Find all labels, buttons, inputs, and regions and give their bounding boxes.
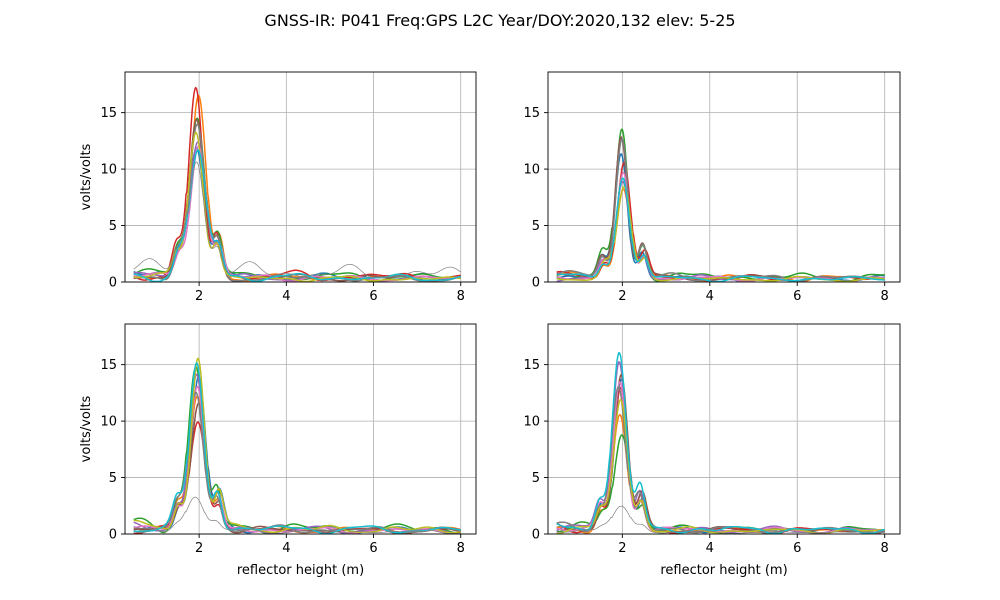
y-tick-label: 10 [523, 163, 540, 178]
subplot-bottom-left: 2 4 6 8 0 5 10 15 volts/volts reflector height (m… [79, 323, 477, 578]
series-line [133, 86, 461, 282]
series-line [556, 386, 885, 534]
series-line [556, 398, 885, 534]
x-tick-label: 4 [706, 289, 714, 304]
x-tick-label: 6 [369, 289, 377, 304]
y-tick-label: 5 [109, 219, 117, 234]
y-tick-label: 10 [100, 415, 117, 430]
x-tick-label: 6 [369, 541, 377, 556]
figure-title: GNSS-IR: P041 Freq:GPS L2C Year/DOY:2020… [264, 11, 735, 30]
y-tick-label: 5 [109, 471, 117, 486]
series-line [133, 117, 461, 282]
axes-frame [124, 71, 477, 283]
series-group [556, 352, 885, 534]
subplot-top-left: 2 4 6 8 0 5 10 15 volts/volts [79, 71, 477, 304]
series-line [556, 378, 885, 534]
series-line [556, 138, 885, 282]
series-line [133, 366, 461, 534]
x-tick-label: 2 [195, 289, 203, 304]
series-line [133, 402, 461, 534]
series-line [556, 413, 885, 534]
y-tick-label: 0 [109, 276, 117, 291]
x-tick-label: 2 [618, 541, 626, 556]
x-tick-label: 6 [793, 289, 801, 304]
x-tick-label: 2 [618, 289, 626, 304]
y-axis-label: volts/volts [79, 395, 94, 462]
y-tick-label: 10 [100, 163, 117, 178]
series-line [556, 177, 885, 282]
y-tick-label: 10 [523, 415, 540, 430]
y-tick-label: 0 [532, 276, 540, 291]
series-line [133, 362, 461, 534]
series-line [556, 185, 885, 282]
series-line [556, 373, 885, 534]
x-tick-label: 4 [282, 289, 290, 304]
series-line [133, 391, 461, 534]
y-tick-label: 5 [532, 219, 540, 234]
series-group [133, 86, 461, 282]
series-group [556, 128, 885, 282]
series-line [133, 373, 461, 534]
axes-frame [547, 71, 901, 283]
y-tick-label: 0 [532, 528, 540, 543]
series-line [133, 375, 461, 534]
series-line [133, 131, 461, 282]
subplot-top-right: 2 4 6 8 0 5 10 15 [523, 71, 901, 304]
axes-frame [124, 323, 477, 535]
x-tick-label: 2 [195, 541, 203, 556]
series-line [133, 496, 461, 534]
y-tick-label: 0 [109, 528, 117, 543]
series-line [556, 352, 885, 534]
x-axis-label: reflector height (m) [237, 563, 364, 578]
subplot-bottom-right: 2 4 6 8 0 5 10 15 reflector height (m) [523, 323, 901, 578]
axes-frame [547, 323, 901, 535]
series-line [133, 357, 461, 534]
series-line [556, 180, 885, 282]
x-tick-label: 8 [881, 541, 889, 556]
series-line [133, 123, 461, 282]
y-axis-label: volts/volts [79, 143, 94, 210]
series-line [133, 118, 461, 282]
series-line [556, 386, 885, 534]
series-line [133, 149, 461, 282]
x-tick-label: 8 [881, 289, 889, 304]
x-tick-label: 4 [282, 541, 290, 556]
series-line [133, 141, 461, 282]
series-group [133, 357, 461, 534]
series-line [133, 145, 461, 282]
series-line [133, 385, 461, 534]
y-tick-label: 15 [100, 106, 117, 121]
y-tick-label: 5 [532, 471, 540, 486]
x-tick-label: 8 [457, 541, 465, 556]
x-tick-label: 8 [457, 289, 465, 304]
y-tick-label: 15 [523, 358, 540, 373]
x-tick-label: 6 [793, 541, 801, 556]
series-line [556, 162, 885, 282]
y-tick-label: 15 [523, 106, 540, 121]
series-line [133, 94, 461, 282]
series-line [556, 434, 885, 534]
series-line [556, 188, 885, 282]
series-line [556, 381, 885, 534]
series-line [556, 505, 885, 534]
subplot-grid: 2 4 6 8 0 5 10 15 volts/volts 2 4 6 8 0 5 10 15 2 4 6 8 0 5 10 1… [79, 71, 901, 578]
series-line [133, 147, 461, 281]
y-tick-label: 15 [100, 358, 117, 373]
series-line [133, 395, 461, 534]
series-line [133, 161, 461, 279]
x-axis-label: reflector height (m) [660, 563, 787, 578]
x-tick-label: 4 [706, 541, 714, 556]
